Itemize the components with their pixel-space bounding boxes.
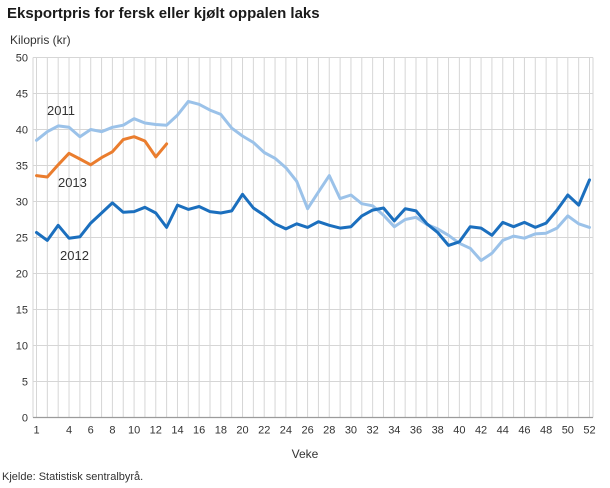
x-tick-label: 44 (497, 425, 509, 437)
y-tick-label: 25 (16, 233, 28, 245)
x-tick-label: 18 (215, 425, 227, 437)
y-tick-label: 20 (16, 269, 28, 281)
y-tick-label: 10 (16, 341, 28, 353)
y-tick-label: 30 (16, 197, 28, 209)
x-tick-label: 42 (475, 425, 487, 437)
x-tick-label: 20 (236, 425, 248, 437)
x-tick-label: 38 (432, 425, 444, 437)
source-citation: Kjelde: Statistisk sentralbyrå. (2, 471, 144, 483)
x-tick-label: 32 (367, 425, 379, 437)
x-tick-label: 40 (453, 425, 465, 437)
y-axis-unit-label: Kilopris (kr) (10, 33, 71, 47)
x-tick-label: 16 (193, 425, 205, 437)
x-tick-label: 6 (88, 425, 94, 437)
x-tick-label: 22 (258, 425, 270, 437)
x-tick-label: 8 (109, 425, 115, 437)
x-tick-label: 12 (150, 425, 162, 437)
x-tick-label: 48 (540, 425, 552, 437)
x-tick-label: 28 (323, 425, 335, 437)
x-tick-label: 24 (280, 425, 292, 437)
y-tick-label: 35 (16, 161, 28, 173)
x-tick-label: 30 (345, 425, 357, 437)
x-tick-label: 52 (583, 425, 595, 437)
y-tick-label: 15 (16, 305, 28, 317)
x-tick-label: 14 (171, 425, 183, 437)
x-tick-label: 26 (301, 425, 313, 437)
x-tick-label: 34 (388, 425, 400, 437)
x-axis-title: Veke (291, 447, 319, 461)
y-tick-label: 0 (22, 413, 28, 425)
series-line-2012 (35, 178, 591, 247)
x-tick-label: 46 (518, 425, 530, 437)
x-tick-label: 1 (33, 425, 39, 437)
y-tick-label: 45 (16, 89, 28, 101)
series-label-2011: 2011 (47, 103, 75, 118)
series-line-2013 (35, 135, 169, 179)
x-tick-label: 4 (66, 425, 72, 437)
y-tick-label: 5 (22, 377, 28, 389)
series-line-2011 (35, 99, 591, 262)
x-tick-label: 50 (562, 425, 574, 437)
y-tick-label: 50 (16, 53, 28, 65)
series-label-2012: 2012 (60, 248, 89, 263)
y-tick-label: 40 (16, 125, 28, 137)
series-label-2013: 2013 (58, 175, 87, 190)
x-tick-label: 36 (410, 425, 422, 437)
x-tick-label: 10 (128, 425, 140, 437)
chart-title: Eksportpris for fersk eller kjølt oppale… (7, 5, 320, 22)
